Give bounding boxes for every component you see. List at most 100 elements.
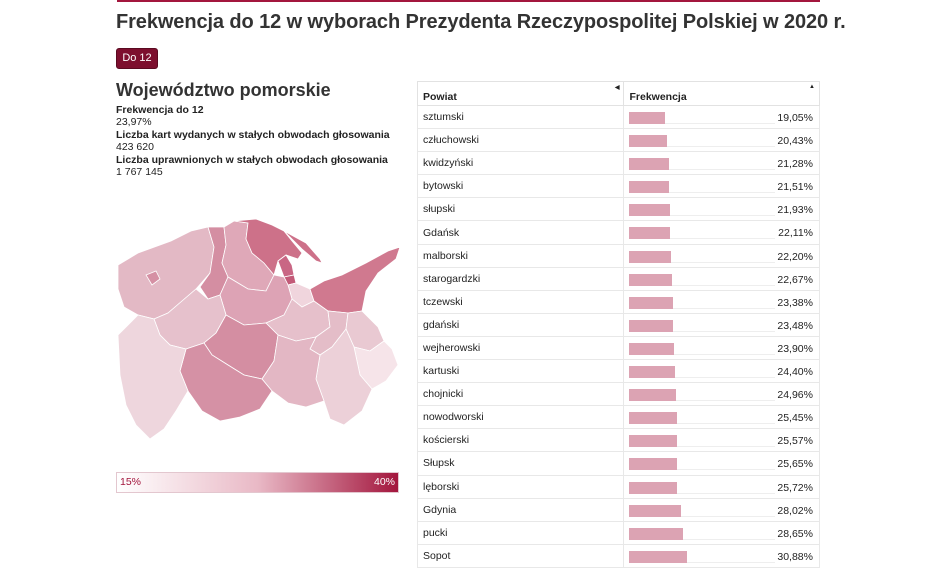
turnout-value: 20,43% bbox=[777, 135, 813, 148]
turnout-value: 25,57% bbox=[777, 435, 813, 448]
turnout-bar bbox=[629, 181, 670, 194]
turnout-value: 24,40% bbox=[777, 366, 813, 379]
turnout-value: 23,90% bbox=[777, 342, 813, 355]
sort-left-icon[interactable]: ◀ bbox=[614, 85, 620, 91]
county-name: Gdynia bbox=[416, 497, 625, 522]
county-name: kartuski bbox=[416, 359, 625, 384]
county-name: Sopot bbox=[416, 543, 625, 568]
turnout-cell: 25,45% bbox=[623, 405, 820, 430]
table-row[interactable]: słupski 21,93% bbox=[416, 197, 820, 222]
table-row[interactable]: bytowski 21,51% bbox=[416, 174, 820, 199]
turnout-bar-track bbox=[629, 158, 776, 171]
header-turnout[interactable]: Frekwencja ▲ bbox=[623, 81, 820, 106]
header-county-label: Powiat bbox=[423, 90, 457, 103]
turnout-bar bbox=[629, 435, 677, 448]
turnout-cell: 22,20% bbox=[623, 243, 820, 268]
turnout-bar bbox=[629, 366, 675, 379]
turnout-value: 23,38% bbox=[777, 296, 813, 309]
sort-up-icon[interactable]: ▲ bbox=[809, 84, 815, 90]
table-row[interactable]: kartuski 24,40% bbox=[416, 359, 820, 384]
turnout-bar-track bbox=[629, 112, 776, 124]
turnout-bar-track bbox=[629, 527, 776, 540]
county-name: sztumski bbox=[416, 104, 625, 130]
turnout-bar-track bbox=[629, 319, 776, 332]
table-row[interactable]: człuchowski 20,43% bbox=[416, 128, 820, 153]
turnout-cell: 19,05% bbox=[623, 104, 820, 130]
county-name: lęborski bbox=[416, 474, 625, 499]
turnout-cell: 22,67% bbox=[623, 266, 820, 291]
table-row[interactable]: lęborski 25,72% bbox=[416, 474, 820, 499]
turnout-bar bbox=[629, 319, 674, 332]
map-county-czluchowski[interactable] bbox=[117, 314, 189, 440]
map-county-hel[interactable] bbox=[283, 230, 323, 264]
turnout-value: 23,48% bbox=[777, 319, 813, 332]
table-row[interactable]: pucki 28,65% bbox=[416, 520, 820, 545]
table-body: sztumski 19,05% człuchowski 20,43% kwidzyńsk… bbox=[416, 104, 820, 568]
turnout-bar-track bbox=[629, 135, 776, 148]
table-row[interactable]: Sopot 30,88% bbox=[416, 543, 820, 568]
county-name: nowodworski bbox=[416, 405, 625, 430]
table-row[interactable]: wejherowski 23,90% bbox=[416, 335, 820, 361]
turnout-bar-track bbox=[629, 389, 776, 402]
turnout-bar-track bbox=[629, 181, 776, 194]
table-row[interactable]: kościerski 25,57% bbox=[416, 428, 820, 453]
turnout-table: Powiat ◀ Frekwencja ▲ sztumski 19,05% człu… bbox=[416, 81, 820, 568]
map-county-slupsk[interactable] bbox=[145, 270, 161, 286]
turnout-bar-track bbox=[629, 296, 776, 309]
map-county-nowodworski[interactable] bbox=[309, 246, 401, 314]
top-accent-rule bbox=[117, 0, 820, 2]
turnout-value: 28,65% bbox=[777, 527, 813, 540]
turnout-bar-track bbox=[629, 273, 776, 286]
turnout-bar bbox=[629, 458, 678, 471]
cards-value: 423 620 bbox=[116, 141, 154, 154]
turnout-bar bbox=[629, 112, 665, 124]
county-name: bytowski bbox=[416, 174, 625, 199]
turnout-value: 25,72% bbox=[777, 481, 813, 494]
table-row[interactable]: chojnicki 24,96% bbox=[416, 382, 820, 407]
turnout-bar bbox=[629, 504, 682, 517]
turnout-cell: 24,96% bbox=[623, 382, 820, 407]
county-name: kwidzyński bbox=[416, 151, 625, 176]
turnout-bar-track bbox=[629, 481, 776, 494]
turnout-bar-track bbox=[629, 435, 776, 448]
header-county[interactable]: Powiat ◀ bbox=[416, 81, 625, 106]
turnout-value: 24,96% bbox=[777, 389, 813, 402]
turnout-bar bbox=[629, 227, 671, 240]
table-row[interactable]: starogardzki 22,67% bbox=[416, 266, 820, 291]
map-county-chojnicki[interactable] bbox=[179, 342, 273, 422]
table-row[interactable]: Gdańsk 22,11% bbox=[416, 220, 820, 245]
turnout-bar-track bbox=[629, 412, 776, 425]
turnout-value: 28,02% bbox=[777, 504, 813, 517]
eligible-value: 1 767 145 bbox=[116, 166, 163, 179]
legend-min-label: 15% bbox=[120, 476, 142, 488]
table-row[interactable]: gdański 23,48% bbox=[416, 312, 820, 337]
region-map bbox=[117, 218, 401, 440]
table-row[interactable]: Gdynia 28,02% bbox=[416, 497, 820, 522]
county-name: gdański bbox=[416, 312, 625, 337]
legend-max-label: 40% bbox=[373, 476, 395, 488]
turnout-cell: 25,72% bbox=[623, 474, 820, 499]
turnout-bar bbox=[629, 204, 671, 217]
county-name: słupski bbox=[416, 197, 625, 222]
turnout-cell: 28,65% bbox=[623, 520, 820, 545]
table-row[interactable]: sztumski 19,05% bbox=[416, 104, 820, 130]
turnout-bar bbox=[629, 550, 687, 563]
turnout-cell: 21,28% bbox=[623, 151, 820, 176]
turnout-bar bbox=[629, 412, 677, 425]
color-scale-legend: 15% 40% bbox=[116, 472, 399, 493]
tab-do-12[interactable]: Do 12 bbox=[116, 48, 158, 69]
turnout-cell: 23,90% bbox=[623, 335, 820, 361]
turnout-bar bbox=[629, 250, 671, 263]
table-row[interactable]: Słupsk 25,65% bbox=[416, 451, 820, 476]
map-county-gdynia[interactable] bbox=[277, 254, 295, 278]
table-row[interactable]: kwidzyński 21,28% bbox=[416, 151, 820, 176]
cards-label: Liczba kart wydanych w stałych obwodach … bbox=[116, 128, 390, 141]
header-turnout-label: Frekwencja bbox=[629, 90, 687, 103]
table-row[interactable]: malborski 22,20% bbox=[416, 243, 820, 268]
table-row[interactable]: nowodworski 25,45% bbox=[416, 405, 820, 430]
turnout-cell: 21,93% bbox=[623, 197, 820, 222]
table-row[interactable]: tczewski 23,38% bbox=[416, 289, 820, 314]
turnout-cell: 24,40% bbox=[623, 359, 820, 384]
eligible-label: Liczba uprawnionych w stałych obwodach g… bbox=[116, 153, 388, 166]
turnout-cell: 30,88% bbox=[623, 543, 820, 568]
